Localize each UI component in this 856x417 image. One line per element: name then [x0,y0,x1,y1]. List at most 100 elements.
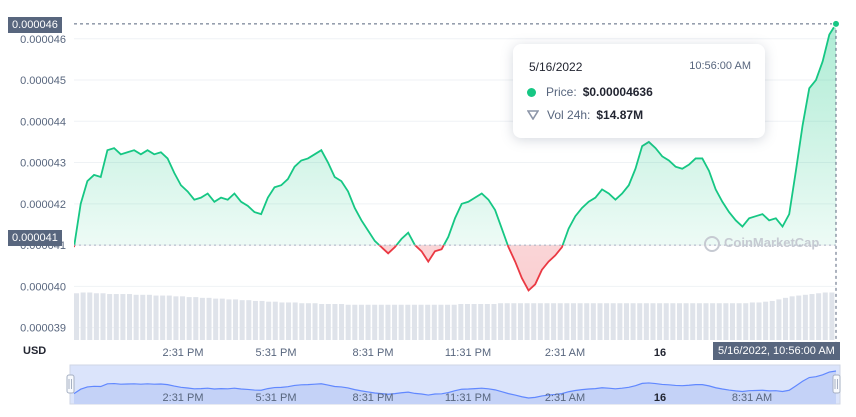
navigator-left-handle[interactable] [66,374,75,394]
volume-bar [630,303,636,340]
y-tick-label: 0.000042 [20,199,66,211]
volume-bar [464,303,470,340]
volume-bar [604,303,610,340]
volume-bar [590,303,596,340]
watermark: CoinMarketCap [704,235,819,252]
volume-bar [113,294,119,340]
volume-bar [829,292,835,340]
coinmarketcap-logo-icon [704,235,720,252]
volume-bar [716,303,722,340]
volume-bar [80,292,86,340]
volume-bar [491,303,497,340]
volume-bar [617,303,623,340]
volume-bar [418,304,424,340]
volume-bar [213,298,219,340]
volume-bar [146,294,152,340]
y-tick-label: 0.000040 [20,281,66,293]
volume-bar [299,303,305,340]
volume-bar [570,303,576,340]
volume-bar [186,297,192,340]
volume-bar [517,303,523,340]
volume-bar [802,294,808,340]
volume-bar [365,304,371,340]
volume-bar [809,294,815,340]
volume-bar [252,300,258,340]
price-line-up [74,23,836,246]
volume-bar [206,297,212,340]
price-dot-icon [527,87,536,97]
volume-bar [352,304,358,340]
y-tick-label: 0.000039 [20,323,66,335]
navigator-area [74,371,836,404]
volume-bar [438,304,444,340]
volume-bar [663,303,669,340]
navigator-tick-label: 8:31 AM [732,392,772,404]
volume-icon [527,110,539,120]
volume-bar [133,294,139,340]
y-tick-label: 0.000043 [20,158,66,170]
x-tick-label: 8:31 PM [353,347,394,359]
volume-bar [524,303,530,340]
volume-bar [266,301,272,340]
volume-bar [458,303,464,340]
volume-bar [332,303,338,340]
volume-bar [425,304,431,340]
volume-bar [312,303,318,340]
x-tick-label: 2:31 AM [545,347,585,359]
volume-bar [670,303,676,340]
volume-bar [504,303,510,340]
volume-bar [292,302,298,340]
y-tick-label: 0.000046 [20,34,66,46]
volume-bar [484,303,490,340]
crosshair [74,19,840,342]
volume-bar [193,297,199,340]
volume-bar [107,294,113,340]
volume-bar [650,303,656,340]
volume-bar [259,300,265,340]
crosshair-time-label: 5/16/2022, 10:56:00 AM [713,342,840,360]
navigator-right-handle[interactable] [832,374,841,394]
volume-bar [199,297,205,340]
volume-bar [385,304,391,340]
volume-bar [372,304,378,340]
volume-bar [345,304,351,340]
volume-bar [577,303,583,340]
navigator-tick-label: 2:31 AM [545,392,585,404]
volume-bar [544,303,550,340]
volume-bar [816,293,822,340]
volume-bar [776,299,782,340]
volume-bar [537,303,543,340]
volume-bar [769,300,775,340]
navigator-line [73,370,837,399]
volume-bar [683,303,689,340]
volume-bar [286,302,292,340]
navigator-tick-label: 5:31 PM [256,392,297,404]
range-navigator[interactable]: 2:31 PM 5:31 PM 8:31 PM 11:31 PM 2:31 AM 16 8:… [66,364,841,405]
volume-bar [623,303,629,340]
volume-bar [325,303,331,340]
current-point-marker [832,19,840,28]
volume-bar [180,296,186,340]
volume-bar [729,303,736,340]
volume-bar [782,297,789,340]
volume-bar [305,303,311,340]
volume-bar [405,304,411,340]
volume-bar [696,303,702,340]
x-tick-label: 16 [654,347,666,359]
navigator-tick-label: 2:31 PM [163,392,204,404]
volume-bar [822,292,828,340]
volume-bar [451,304,457,340]
current-price-tag: 0.000046 [8,17,62,33]
volume-bar [445,304,451,340]
tooltip-price-label: Price: [546,85,577,99]
volume-bar [531,303,537,340]
volume-bar [584,303,590,340]
volume-bar [74,293,80,340]
tooltip-time: 10:56:00 AM [689,60,751,72]
volume-bar [637,303,643,340]
tooltip-date: 5/16/2022 [529,60,583,74]
volume-bar [279,302,285,340]
volume-bar [319,303,325,340]
volume-bar [411,304,417,340]
